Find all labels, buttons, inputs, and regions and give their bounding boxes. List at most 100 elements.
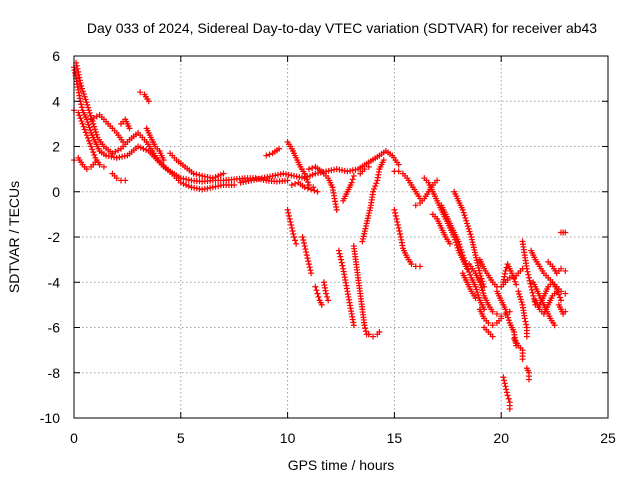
data-point: [462, 214, 469, 221]
data-point: [417, 263, 424, 270]
x-tick-label: 10: [280, 430, 296, 446]
data-point: [212, 174, 219, 181]
data-point: [137, 89, 144, 96]
data-point: [392, 212, 399, 219]
data-point: [309, 164, 316, 171]
data-point: [180, 180, 187, 187]
data-point: [303, 249, 310, 256]
data-point: [90, 149, 97, 156]
data-point: [397, 230, 404, 237]
data-point: [562, 229, 569, 236]
data-point: [88, 143, 95, 150]
data-point: [459, 206, 466, 213]
data-point: [75, 109, 82, 116]
data-point: [288, 221, 295, 228]
data-point: [380, 157, 387, 164]
data-point: [362, 325, 369, 332]
data-point: [522, 318, 529, 325]
data-point: [350, 172, 357, 179]
data-point: [446, 240, 453, 247]
data-point: [478, 284, 485, 291]
data-point: [395, 168, 402, 175]
data-point: [336, 250, 343, 257]
data-point: [96, 161, 103, 168]
data-point: [506, 405, 513, 412]
y-tick-label: 2: [52, 139, 60, 155]
data-point: [86, 124, 93, 131]
data-point: [318, 301, 325, 308]
data-point: [304, 179, 311, 186]
data-point: [394, 221, 401, 228]
data-point: [314, 290, 321, 297]
data-point: [458, 249, 465, 256]
data-point: [529, 289, 536, 296]
data-point: [84, 119, 91, 126]
data-point: [87, 140, 94, 147]
data-point: [77, 80, 84, 87]
y-tick-label: -10: [40, 410, 60, 426]
data-point: [288, 224, 295, 231]
data-point: [312, 283, 319, 290]
data-point: [476, 279, 483, 286]
data-point: [412, 202, 419, 209]
data-point: [361, 166, 368, 173]
data-point: [503, 389, 510, 396]
data-point: [183, 181, 190, 188]
data-point: [83, 132, 90, 139]
data-point: [434, 177, 441, 184]
data-point: [84, 101, 91, 108]
data-point: [92, 129, 99, 136]
data-point: [348, 179, 355, 186]
data-point: [396, 227, 403, 234]
y-tick-label: 6: [52, 48, 60, 64]
data-point: [523, 321, 530, 328]
data-point: [307, 267, 314, 274]
data-point: [82, 129, 89, 136]
data-point: [500, 374, 507, 381]
y-tick-label: 0: [52, 184, 60, 200]
x-axis-label: GPS time / hours: [288, 457, 395, 473]
data-point: [460, 254, 467, 261]
data-point: [196, 172, 203, 179]
data-point: [305, 166, 312, 173]
data-point: [315, 293, 322, 300]
data-point: [365, 163, 372, 170]
data-point: [137, 144, 144, 151]
data-point: [323, 290, 330, 297]
y-tick-label: -2: [48, 229, 61, 245]
x-tick-label: 20: [493, 430, 509, 446]
data-point: [460, 209, 467, 216]
data-point: [220, 170, 227, 177]
data-point: [338, 259, 345, 266]
data-point: [339, 262, 346, 269]
data-point: [479, 287, 486, 294]
data-point: [466, 228, 473, 235]
data-point: [90, 120, 97, 127]
data-point: [84, 135, 91, 142]
data-point: [305, 261, 312, 268]
data-point: [80, 91, 87, 98]
data-point: [370, 188, 377, 195]
data-point: [87, 127, 94, 134]
data-point: [473, 286, 480, 293]
data-point: [303, 176, 310, 183]
data-point: [302, 173, 309, 180]
data-point: [562, 308, 569, 315]
y-tick-label: -4: [48, 274, 61, 290]
data-point: [308, 186, 315, 193]
data-point: [515, 288, 522, 295]
data-point: [505, 317, 512, 324]
data-point: [502, 383, 509, 390]
data-point: [78, 118, 85, 125]
data-point: [371, 185, 378, 192]
axis-ticks: 0 5 10 15 20 25 -10 -8 -6 -4 -2 0 2 4 6: [40, 48, 616, 446]
data-point: [113, 175, 120, 182]
data-point: [525, 376, 532, 383]
data-point: [372, 183, 379, 190]
data-point: [81, 126, 88, 133]
data-point: [530, 292, 537, 299]
data-point: [301, 243, 308, 250]
data-point: [299, 234, 306, 240]
data-point: [361, 322, 368, 329]
data-point: [519, 356, 526, 363]
